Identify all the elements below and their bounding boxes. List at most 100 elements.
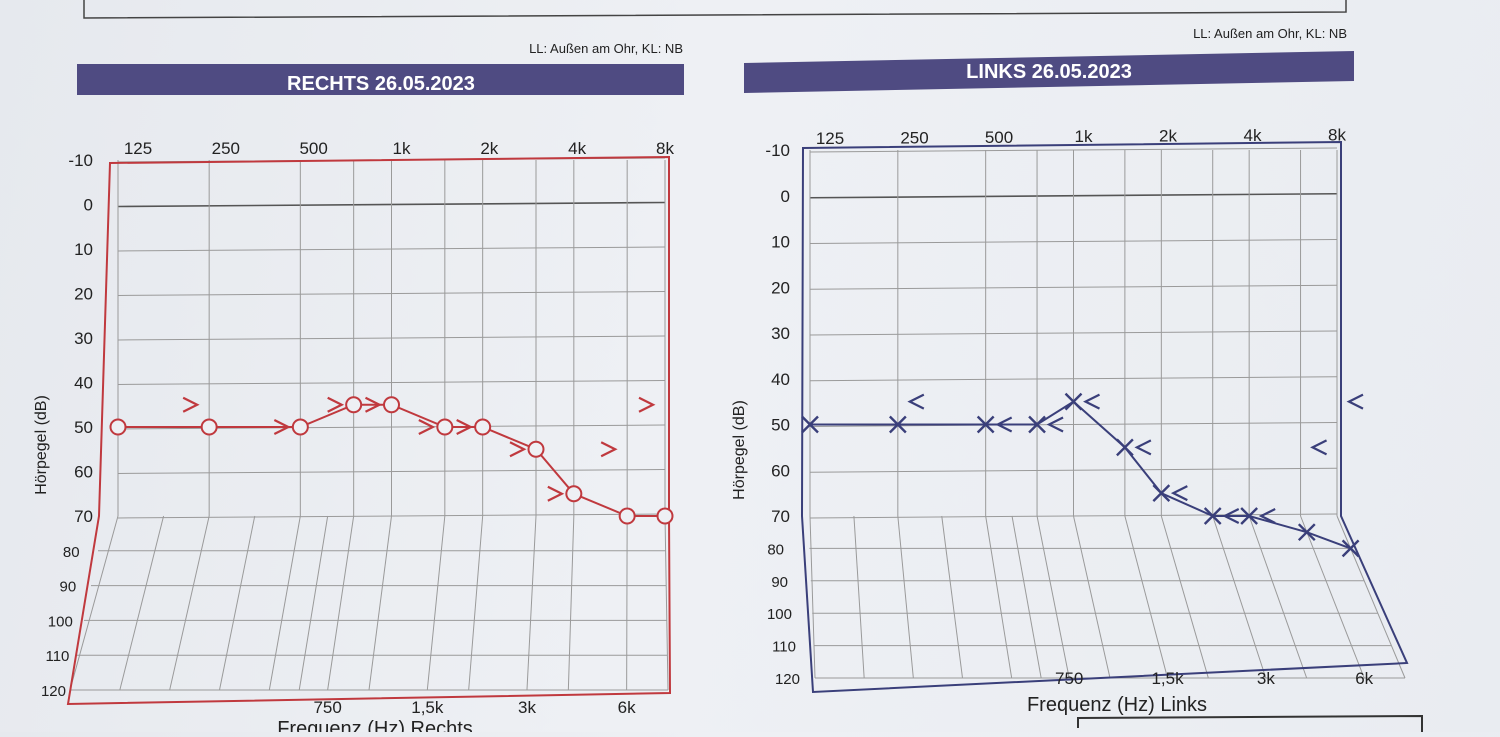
y-tick-label: 50 [74,418,93,437]
grid-line-v [941,515,963,679]
grid-line-v [1160,515,1209,679]
audiogram-right: RECHTS 26.05.2023 LL: Außen am Ohr, KL: N… [33,41,684,737]
grid-line-v [327,515,355,691]
y-tick-label: 100 [48,613,73,630]
conduction-note: LL: Außen am Ohr, KL: NB [529,41,683,56]
chart-title: RECHTS 26.05.2023 [287,73,475,95]
air-conduction-point [618,507,636,525]
chart-title: LINKS 26.05.2023 [966,61,1132,83]
air-conduction-point [436,418,454,436]
air-conduction-line [810,400,1351,550]
bone-conduction-point [638,396,656,413]
y-axis-label: Hörpegel (dB) [33,395,50,495]
grid-line-v [1011,515,1042,679]
bone-conduction-point [600,441,618,458]
y-tick-label: 110 [772,639,796,656]
grid-line-v [219,515,256,691]
air-conduction-point [801,415,819,434]
x-tick-top: 500 [985,128,1013,147]
bone-conduction-point [456,419,474,435]
grid-line-v [1336,515,1406,679]
x-tick-top: 250 [212,139,240,158]
grid-line-v [1124,515,1169,679]
grid-line-v [426,515,446,691]
bone-conduction-point [182,396,200,413]
y-tick-label: -10 [68,151,93,170]
y-tick-label: -10 [765,141,790,160]
air-conduction-point [200,418,218,436]
air-conduction-point [291,418,309,436]
chart-frame [800,140,1409,694]
x-tick-top: 8k [656,139,674,158]
y-tick-label: 0 [84,196,93,215]
air-conduction-point [888,415,907,434]
air-conduction-point [1341,539,1360,558]
x-tick-bottom: 1,5k [411,698,444,717]
x-tick-top: 500 [299,139,327,158]
y-tick-label: 80 [767,541,784,558]
air-conduction-point [345,396,363,414]
grid-line-v [626,515,628,691]
x-tick-bottom: 750 [313,698,341,717]
x-tick-bottom: 1,5k [1151,669,1184,688]
y-tick-label: 10 [771,233,790,252]
x-tick-top: 4k [1244,126,1262,145]
x-axis-label: Frequenz (Hz) Rechts [277,718,473,732]
conduction-note: LL: Außen am Ohr, KL: NB [1193,26,1347,41]
y-tick-label: 40 [74,374,93,393]
y-tick-label: 20 [74,285,93,304]
y-tick-label: 90 [60,579,77,596]
x-tick-top: 250 [900,128,928,147]
x-tick-top: 2k [480,139,498,158]
grid-line-v [1300,515,1365,679]
air-conduction-point [474,418,492,436]
bone-conduction-point [1222,508,1240,524]
bone-conduction-point [327,396,345,413]
x-axis-label: Frequenz (Hz) Links [1027,694,1207,716]
x-tick-top: 8k [1328,125,1346,144]
grid-line-v [853,515,865,679]
grid-line-v [69,515,119,691]
y-tick-label: 10 [74,240,93,259]
grid-line-v [1073,515,1111,679]
x-tick-bottom: 3k [1257,669,1275,688]
x-tick-top: 1k [1075,127,1093,146]
y-tick-label: 80 [63,544,80,561]
grid-line-v [468,515,484,691]
bone-conduction-point [1310,439,1328,456]
y-tick-label: 100 [767,606,792,623]
x-tick-bottom: 6k [618,698,636,717]
audiogram-left: LINKS 26.05.2023 LL: Außen am Ohr, KL: NB… [731,26,1409,716]
form-box-bottom [1077,714,1423,732]
air-conduction-point [109,418,127,436]
bone-conduction-point [1258,508,1276,524]
chart-frame [66,155,672,706]
air-conduction-point [1203,507,1222,525]
grid-line-v [268,515,301,691]
y-tick-label: 60 [771,461,790,480]
y-tick-label: 40 [771,370,790,389]
air-conduction-point [1116,438,1134,457]
title-band [744,51,1354,93]
y-tick-label: 60 [74,463,93,482]
y-tick-label: 70 [771,507,790,526]
bone-conduction-point [1170,485,1188,502]
bone-conduction-point [547,485,565,502]
bone-conduction-point [418,419,436,435]
grid-line-v [1036,515,1070,679]
air-conduction-point [1152,484,1171,502]
grid-line-v [567,515,575,691]
bone-conduction-point [1346,393,1364,410]
y-tick-label: 30 [74,329,93,348]
bone-conduction-point [995,416,1013,433]
bone-conduction-point [1134,439,1152,456]
air-conduction-point [565,485,583,503]
x-tick-bottom: 6k [1355,669,1373,688]
grid-line-v [169,515,210,691]
form-box-top [83,0,1347,19]
grid-line-v [526,515,537,691]
grid-line-v [119,515,165,691]
grid-line-v [664,515,669,691]
